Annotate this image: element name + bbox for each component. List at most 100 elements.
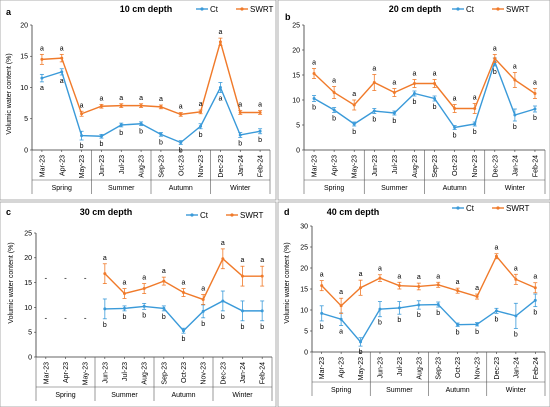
data-point [201,297,205,301]
significance-letter: a [320,272,324,279]
significance-letter: b [453,133,457,140]
data-point [412,82,416,85]
significance-letter: a [513,64,517,71]
significance-letter: b [495,316,499,323]
x-tick-label: Oct-23 [455,357,462,378]
y-axis-title: Volumic water content (%) [8,242,15,323]
series-line-ct [41,70,261,144]
data-point [494,309,498,313]
x-tick-label: Feb-24 [258,155,265,177]
x-tick-label: Jan-24 [240,362,247,384]
data-point [417,303,421,307]
x-tick-label: Oct-23 [178,155,185,176]
y-tick-label: 25 [24,230,32,237]
significance-letter: a [417,274,421,281]
data-point [433,82,437,85]
x-tick-label: Apr-23 [339,357,346,378]
significance-letter: a [473,95,477,102]
x-tick-label: Nov-23 [201,362,208,385]
x-tick-label: Jan-24 [512,155,519,177]
significance-letter: b [456,329,460,336]
significance-letter: b [159,139,163,146]
series-line-ct [313,59,536,129]
data-point [332,108,336,112]
significance-letter: b [182,336,186,343]
x-tick-label: Oct-23 [181,362,188,383]
data-point [258,111,262,114]
significance-letter: b [533,310,537,317]
y-tick-label: 15 [300,286,308,293]
x-tick-label: Nov-23 [198,155,205,178]
significance-letter: a [332,78,336,85]
x-tick-label: Feb-24 [533,357,540,379]
significance-letter: a [372,66,376,73]
data-point [119,123,123,127]
data-point [40,76,44,80]
x-tick-label: Apr-23 [59,155,66,176]
data-point [312,97,316,100]
legend-label: Ct [466,204,475,213]
significance-letter: b [359,349,363,356]
data-point [179,112,183,116]
significance-letter: b [80,143,84,150]
data-point [436,303,440,307]
x-tick-label: Aug-23 [416,357,423,380]
data-point [332,91,336,94]
significance-letter: a [436,273,440,280]
data-point [359,340,363,344]
data-point [320,311,324,315]
panel-title: 40 cm depth [327,207,380,217]
x-tick-label: Feb-24 [532,155,539,177]
data-point [241,309,244,313]
y-tick-label: 20 [20,22,28,29]
significance-letter: b [397,317,401,324]
data-point [473,122,477,126]
data-point [103,272,107,276]
season-label: Winter [230,185,251,192]
significance-letter: a [433,71,437,78]
significance-letter: b [392,118,396,125]
significance-letter: a [514,265,518,272]
legend-marker [190,213,194,217]
data-point [352,122,356,126]
season-label: Spring [324,185,344,192]
significance-letter: b [473,129,477,136]
x-tick-label: Jan-24 [513,357,520,379]
data-point [182,329,185,333]
missing-value-mark: - [44,313,47,322]
legend-label: SWRT [506,5,530,14]
x-tick-label: Apr-23 [63,362,70,383]
x-tick-label: Aug-23 [139,155,146,178]
panel-c: c 30 cm depth Volumic water content (%) … [0,201,277,407]
data-point [352,103,356,107]
x-tick-label: Jun-23 [102,362,109,384]
legend-marker [456,206,460,210]
legend-label: Ct [200,211,209,220]
data-point [241,274,244,278]
significance-letter: b [221,314,225,321]
panel-a: a 10 cm depth Volumic water content (%) … [0,0,277,201]
x-tick-label: May-23 [352,155,359,178]
data-point [397,306,401,310]
x-tick-label: Jun-23 [372,155,379,177]
data-point [103,307,107,311]
significance-letter: a [80,102,84,109]
significance-letter: a [495,245,499,252]
panel-letter: b [285,12,291,22]
significance-letter: b [199,132,203,139]
significance-letter: b [513,124,517,131]
x-tick-label: Dec-23 [218,155,225,178]
data-point [533,286,537,290]
x-tick-label: Jul-23 [119,155,126,174]
significance-letter: b [162,314,166,321]
data-point [60,70,64,74]
significance-letter: a [238,102,242,109]
significance-letter: a [456,279,460,286]
significance-letter: a [60,45,64,52]
data-point [119,104,123,108]
missing-value-mark: - [84,313,87,322]
panel-letter: a [6,7,12,17]
y-tick-label: 0 [24,147,28,154]
significance-letter: b [417,312,421,319]
legend-label: Ct [210,5,219,14]
